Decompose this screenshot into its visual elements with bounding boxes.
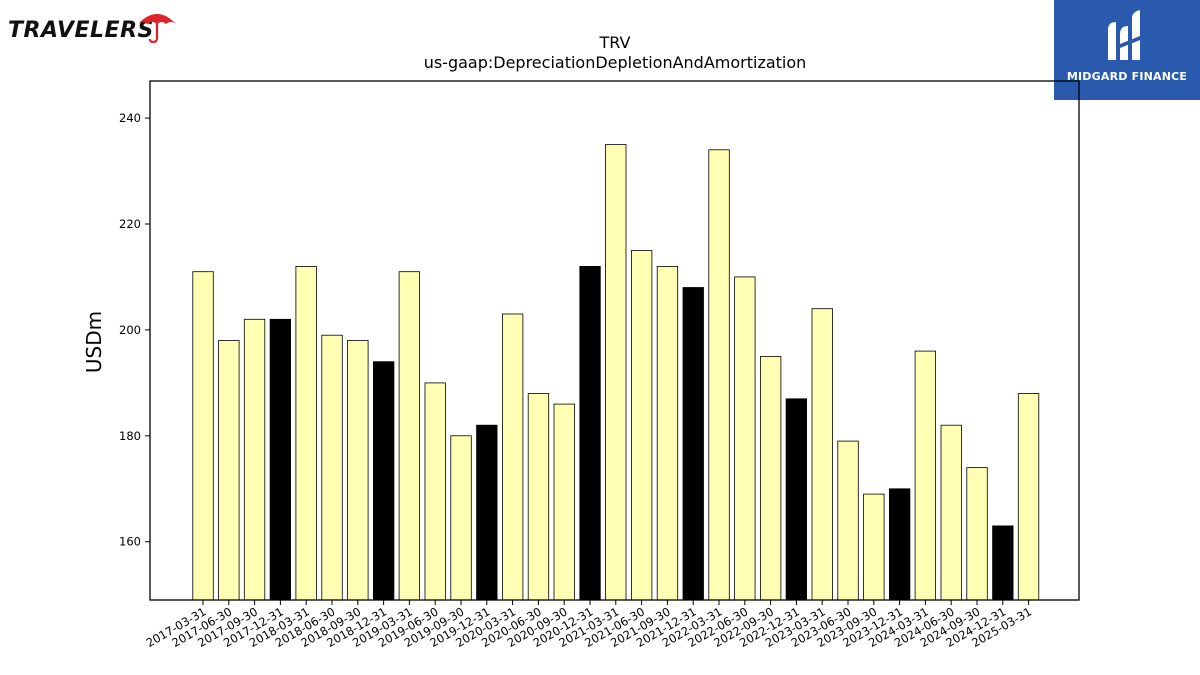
- bar-2021-09-30: [656, 265, 679, 601]
- bar-2020-06-30: [527, 393, 550, 601]
- bar-2024-03-31: [914, 350, 936, 601]
- y-axis-ticks: 160 180 200 220 240: [119, 111, 150, 549]
- midgard-finance-logo: MIDGARD FINANCE: [1054, 0, 1200, 100]
- bar-2017-06-30: [218, 340, 240, 601]
- midgard-mark-icon: [1108, 10, 1140, 60]
- bar-2019-09-30: [450, 435, 472, 601]
- bar-2018-12-31: [372, 361, 395, 601]
- bar-2024-06-30: [940, 424, 962, 601]
- y-tick-label: 180: [119, 429, 141, 443]
- bar-2017-09-30: [243, 318, 266, 601]
- bar-2024-12-31: [992, 525, 1014, 601]
- bar-2017-12-31: [269, 318, 292, 601]
- umbrella-icon: [138, 14, 176, 44]
- midgard-logo-text: MIDGARD FINANCE: [1066, 70, 1188, 83]
- y-tick-label: 200: [119, 323, 141, 337]
- bar-2025-03-31: [1017, 393, 1040, 601]
- bar-2020-12-31: [579, 265, 601, 601]
- bar-2022-03-31: [708, 149, 730, 601]
- bar-2021-03-31: [605, 144, 627, 601]
- bar-2019-06-30: [424, 382, 446, 601]
- bar-2022-12-31: [785, 398, 807, 601]
- bar-2023-03-31: [811, 308, 833, 601]
- y-tick-label: 240: [119, 111, 141, 125]
- bar-2022-06-30: [734, 276, 756, 601]
- bar-2023-12-31: [889, 488, 911, 601]
- bar-2019-12-31: [476, 424, 498, 601]
- bar-2017-03-31: [192, 271, 214, 601]
- bar-2019-03-31: [398, 271, 421, 601]
- bar-2020-09-30: [553, 403, 575, 601]
- bar-2018-09-30: [347, 340, 369, 601]
- chart-title: TRV: [599, 33, 631, 52]
- bar-2023-06-30: [837, 440, 859, 601]
- travelers-logo-text: TRAVELERS: [8, 18, 154, 43]
- travelers-logo: TRAVELERS: [8, 8, 178, 48]
- bar-2021-12-31: [682, 287, 704, 601]
- bar-2023-09-30: [863, 493, 885, 601]
- bar-2020-03-31: [501, 313, 524, 601]
- bar-2021-06-30: [631, 250, 653, 601]
- bar-series: [192, 144, 1040, 601]
- chart-subtitle: us-gaap:DepreciationDepletionAndAmortiza…: [424, 53, 807, 72]
- bar-2018-03-31: [295, 265, 317, 601]
- bar-2024-09-30: [966, 467, 988, 601]
- plot-frame: [149, 80, 1080, 601]
- x-axis-ticks: 2017-03-312017-06-302017-09-302017-12-31…: [144, 600, 1034, 650]
- y-tick-label: 220: [119, 217, 141, 231]
- bar-2018-06-30: [321, 334, 343, 601]
- y-axis-label: USDm: [82, 311, 106, 373]
- bar-2022-09-30: [760, 355, 782, 601]
- y-tick-label: 160: [119, 535, 141, 549]
